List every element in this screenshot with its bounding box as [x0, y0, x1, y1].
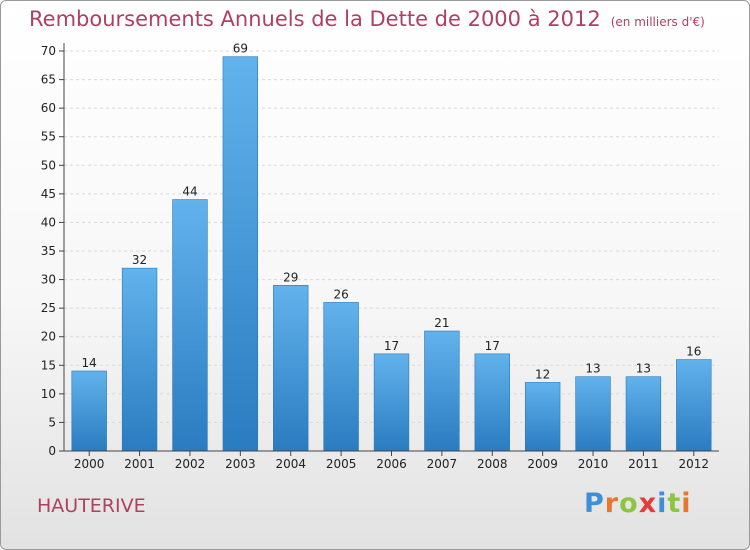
x-tick-label: 2000 [74, 457, 105, 471]
bar-2003[interactable] [222, 56, 259, 452]
data-label-2001: 32 [132, 253, 147, 267]
bar-2011[interactable] [625, 376, 662, 452]
y-tick: 15 [41, 358, 64, 372]
y-tick-label: 55 [41, 130, 56, 144]
y-tick: 30 [41, 273, 64, 287]
y-tick: 10 [41, 387, 64, 401]
y-axis: 0 5 10 15 20 25 30 35 40 45 50 55 60 65 70 [41, 43, 65, 458]
logo-letter: r [604, 488, 620, 519]
y-tick: 20 [41, 330, 64, 344]
logo-letter: P [584, 488, 605, 519]
logo-letter: i [657, 488, 668, 519]
logo-letter: t [667, 488, 682, 519]
data-label-2003: 69 [233, 42, 248, 56]
y-tick-label: 15 [41, 358, 56, 372]
bar-2012[interactable] [676, 359, 712, 452]
bar-2004[interactable] [273, 284, 309, 452]
y-tick-label: 45 [41, 187, 56, 201]
x-tick-label: 2001 [124, 457, 155, 471]
logo-letter: i [681, 488, 692, 519]
data-label-2004: 29 [283, 270, 298, 284]
y-tick-label: 30 [41, 273, 56, 287]
bar-2002[interactable] [172, 199, 208, 452]
y-tick-label: 5 [48, 415, 56, 429]
x-tick-label: 2011 [628, 457, 659, 471]
data-label-2006: 17 [384, 339, 399, 353]
x-tick-label: 2003 [225, 457, 256, 471]
y-tick: 55 [41, 130, 64, 144]
bars: 14 32 44 69 29 26 17 21 17 12 13 13 16 [71, 42, 712, 452]
data-label-2012: 16 [686, 345, 701, 359]
x-tick-label: 2004 [275, 457, 306, 471]
y-tick-label: 20 [41, 330, 56, 344]
x-tick-label: 2002 [175, 457, 206, 471]
y-tick: 0 [48, 444, 64, 458]
y-tick-label: 40 [41, 215, 56, 229]
y-tick-label: 10 [41, 387, 56, 401]
logo-letter: o [619, 488, 639, 519]
y-tick: 60 [41, 101, 64, 115]
data-label-2000: 14 [82, 356, 97, 370]
x-tick-label: 2008 [477, 457, 508, 471]
y-tick: 45 [41, 187, 64, 201]
y-tick-label: 0 [48, 444, 56, 458]
location-label: HAUTERIVE [37, 495, 146, 517]
bar-2009[interactable] [524, 382, 561, 452]
y-tick-label: 50 [41, 158, 56, 172]
data-label-2002: 44 [182, 185, 197, 199]
proxiti-logo[interactable]: Proxiti [584, 488, 692, 519]
data-label-2005: 26 [333, 287, 348, 301]
x-axis: 2000 2001 2002 2003 2004 2005 2006 2007 2008 2009… [64, 450, 719, 471]
data-label-2009: 12 [535, 367, 550, 381]
y-tick: 5 [48, 415, 64, 429]
bar-2010[interactable] [575, 376, 611, 452]
chart-title-block: Remboursements Annuels de la Dette de 20… [29, 7, 705, 31]
bar-2007[interactable] [424, 330, 460, 452]
chart-unit: (en milliers d'€) [610, 15, 705, 29]
x-tick-label: 2006 [376, 457, 407, 471]
y-tick: 35 [41, 244, 64, 258]
x-tick-label: 2012 [679, 457, 710, 471]
bar-2001[interactable] [121, 267, 158, 452]
y-tick: 50 [41, 158, 64, 172]
bar-2006[interactable] [373, 353, 410, 452]
y-tick-label: 65 [41, 73, 56, 87]
y-tick-label: 35 [41, 244, 56, 258]
logo-letter: x [638, 488, 658, 519]
y-tick-label: 70 [41, 44, 56, 58]
x-tick-label: 2009 [527, 457, 558, 471]
bar-2008[interactable] [474, 353, 510, 452]
bar-2000[interactable] [71, 370, 107, 452]
y-tick: 25 [41, 301, 64, 315]
y-tick-label: 60 [41, 101, 56, 115]
x-tick-label: 2007 [427, 457, 458, 471]
data-label-2010: 13 [585, 362, 600, 376]
chart-title: Remboursements Annuels de la Dette de 20… [29, 7, 601, 31]
y-tick-label: 25 [41, 301, 56, 315]
x-tick-label: 2010 [578, 457, 609, 471]
data-label-2007: 21 [434, 316, 449, 330]
y-tick: 65 [41, 73, 64, 87]
y-tick: 70 [41, 44, 64, 58]
data-label-2011: 13 [636, 362, 651, 376]
bar-2005[interactable] [323, 302, 359, 452]
x-tick-label: 2005 [326, 457, 357, 471]
data-label-2008: 17 [485, 339, 500, 353]
y-tick: 40 [41, 215, 64, 229]
